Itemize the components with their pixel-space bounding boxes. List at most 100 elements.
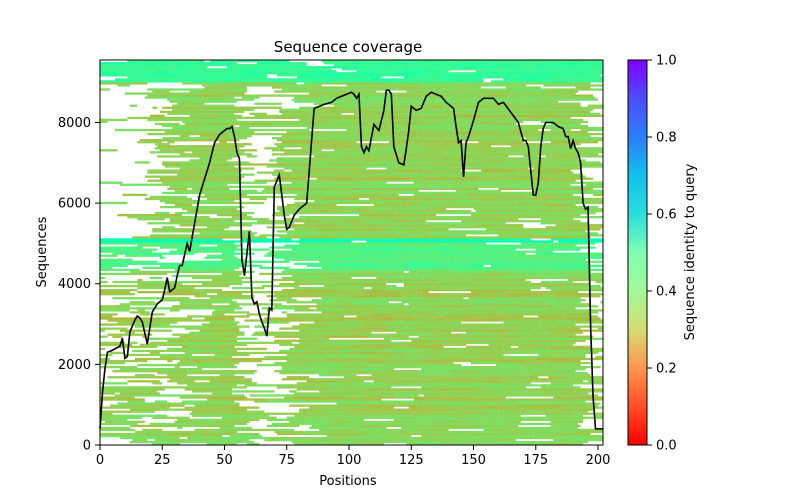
coverage-cell <box>241 414 255 417</box>
coverage-cell <box>251 412 262 415</box>
coverage-cell <box>331 78 364 81</box>
coverage-cell <box>553 311 566 314</box>
coverage-cell <box>217 288 223 292</box>
coverage-cell <box>598 327 603 330</box>
coverage-cell <box>510 434 529 438</box>
coverage-cell <box>573 114 603 118</box>
coverage-cell <box>508 126 516 130</box>
coverage-cell <box>281 276 302 280</box>
coverage-cell <box>471 305 489 308</box>
coverage-cell <box>396 404 424 407</box>
coverage-cell <box>274 177 307 180</box>
coverage-cell <box>134 430 173 434</box>
coverage-cell <box>334 422 369 426</box>
coverage-cell <box>244 378 252 381</box>
coverage-cell <box>555 321 566 324</box>
coverage-cell <box>331 301 352 304</box>
coverage-cell <box>358 372 374 375</box>
coverage-cell <box>510 108 521 111</box>
coverage-cell <box>520 426 559 430</box>
coverage-cell <box>388 98 409 101</box>
coverage-cell <box>349 222 369 225</box>
coverage-cell <box>286 62 307 65</box>
coverage-cell <box>568 349 591 353</box>
coverage-cell <box>431 254 459 257</box>
coverage-cell <box>179 153 208 156</box>
coverage-cell <box>565 288 584 292</box>
coverage-cell <box>299 341 315 344</box>
coverage-cell <box>184 319 200 322</box>
coverage-cell <box>488 147 521 150</box>
coverage-cell <box>339 124 367 128</box>
coverage-cell <box>388 220 427 223</box>
coverage-cell <box>480 370 509 373</box>
coverage-cell <box>236 128 270 132</box>
coverage-cell <box>483 428 514 432</box>
coverage-cell <box>421 434 439 438</box>
coverage-cell <box>184 299 213 302</box>
coverage-cell <box>284 167 310 170</box>
coverage-cell <box>523 104 554 107</box>
coverage-cell <box>289 390 297 393</box>
coverage-cell <box>443 359 472 363</box>
coverage-cell <box>127 380 160 383</box>
coverage-cell <box>204 404 240 407</box>
coverage-cell <box>294 286 322 290</box>
coverage-cell <box>319 347 345 351</box>
coverage-cell <box>441 248 452 251</box>
coverage-cell <box>433 305 472 308</box>
coverage-cell <box>476 209 489 213</box>
coverage-cell <box>100 386 128 389</box>
coverage-cell <box>436 193 447 197</box>
coverage-cell <box>299 195 327 199</box>
coverage-cell <box>383 218 399 221</box>
coverage-cell <box>403 278 437 282</box>
coverage-cell <box>548 372 581 375</box>
coverage-cell <box>563 62 589 65</box>
coverage-cell <box>453 386 484 389</box>
coverage-cell <box>104 309 115 312</box>
coverage-cell <box>256 363 270 367</box>
coverage-cell <box>393 353 424 357</box>
coverage-cell <box>548 108 561 111</box>
coverage-cell <box>231 347 267 351</box>
coverage-cell <box>441 284 472 288</box>
coverage-cell <box>209 177 225 180</box>
coverage-cell <box>478 238 514 241</box>
coverage-cell <box>349 92 377 95</box>
coverage-cell <box>473 311 484 314</box>
coverage-cell <box>249 270 255 274</box>
coverage-cell <box>463 278 474 282</box>
coverage-cell <box>269 246 292 249</box>
coverage-cell <box>281 88 287 91</box>
coverage-cell <box>212 357 227 361</box>
coverage-cell <box>518 394 544 397</box>
coverage-cell <box>480 236 506 239</box>
coverage-cell <box>433 378 457 381</box>
coverage-cell <box>100 246 130 249</box>
coverage-cell <box>363 78 399 81</box>
coverage-cell <box>483 122 516 126</box>
coverage-cell <box>383 288 399 292</box>
coverage-cell <box>451 118 464 122</box>
coverage-cell <box>508 331 546 334</box>
coverage-cell <box>316 209 342 213</box>
coverage-cell <box>344 363 367 367</box>
coverage-cell <box>363 420 377 424</box>
coverage-cell <box>137 363 165 367</box>
coverage-cell <box>401 291 407 294</box>
coverage-cell <box>378 438 387 442</box>
coverage-cell <box>558 252 574 255</box>
coverage-cell <box>406 163 444 166</box>
coverage-cell <box>508 211 546 215</box>
coverage-cell <box>139 343 145 347</box>
coverage-cell <box>336 327 352 330</box>
coverage-cell <box>334 355 340 359</box>
coverage-cell <box>533 195 549 199</box>
coverage-cell <box>563 347 596 351</box>
coverage-cell <box>344 426 352 430</box>
coverage-cell <box>112 252 125 255</box>
coverage-cell <box>423 236 437 239</box>
coverage-cell <box>147 222 178 225</box>
coverage-cell <box>368 404 397 407</box>
